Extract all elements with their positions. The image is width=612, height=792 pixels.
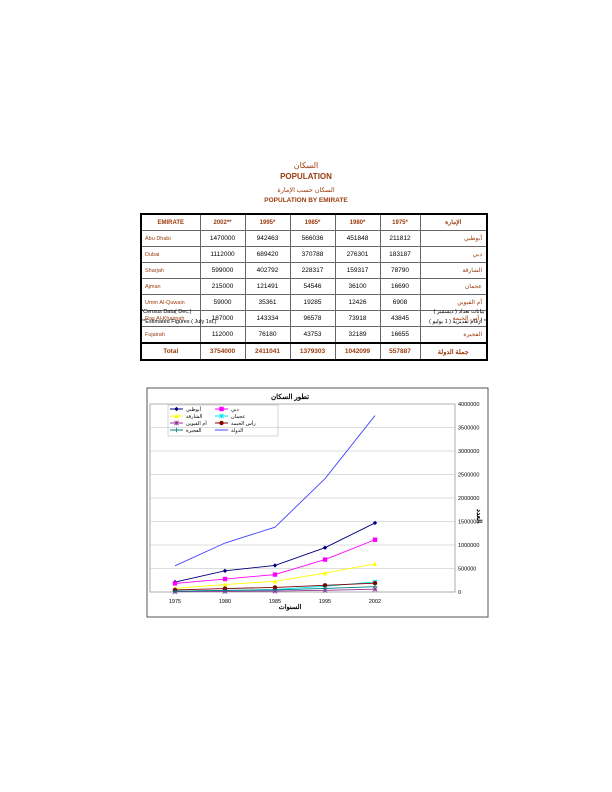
series-line [174, 415, 376, 567]
y-tick-label: 3000000 [458, 449, 479, 455]
legend-marker [219, 413, 224, 419]
table-row: Ajman 215000 121491 54546 36100 16690 عجمان [140, 278, 488, 295]
data-point [222, 568, 228, 573]
note-estimated-en: **Estimated Figures ( July 1st.) [141, 319, 217, 325]
legend-marker [174, 406, 179, 412]
y-tick-label: 1500000 [458, 520, 479, 526]
data-point [372, 586, 378, 592]
y-tick-label: 1000000 [458, 543, 479, 549]
data-point [322, 557, 328, 562]
x-axis-label: السنوات [279, 603, 302, 611]
data-point [272, 585, 278, 590]
legend-marker [174, 413, 179, 419]
emirate-name-ar: رأس الخيمة [419, 310, 488, 327]
legend-label: رأس الخيمة [231, 420, 256, 427]
x-tick-label: 2002 [369, 599, 381, 605]
legend-label: دبي [231, 407, 239, 413]
data-point [222, 588, 228, 593]
chart-title: تطور السكان [271, 393, 309, 401]
title-ar: السكان [293, 161, 319, 170]
note-estimated-ar: ** أرقام تقديرية ( 1 يوليو ) [429, 319, 488, 325]
legend-label: أبوظبي [186, 406, 202, 413]
population-cell: 2411041 [244, 342, 291, 361]
legend-label: عجمان [231, 414, 245, 420]
legend-marker [174, 420, 179, 426]
population-cell: 143334 [244, 310, 291, 327]
y-tick-label: 2000000 [458, 496, 479, 502]
x-tick-label: 1995 [319, 599, 331, 605]
total-row: Total 3754000 2411041 1379303 1042099 557887 ج… [140, 342, 488, 361]
x-tick-label: 1980 [219, 599, 231, 605]
data-point [222, 576, 228, 582]
legend-box [167, 404, 279, 437]
legend-label: الدولة [231, 428, 243, 434]
title-en: POPULATION [280, 172, 332, 181]
legend-label: الفجيرة [186, 428, 202, 434]
data-point [172, 581, 178, 586]
emirate-name-ar: جملة الدولة [419, 342, 488, 361]
population-cell: 3754000 [199, 342, 246, 361]
data-point [272, 579, 278, 584]
y-tick-label: 4000000 [458, 402, 479, 408]
legend-label: الشارقة [186, 414, 202, 420]
legend-marker [219, 406, 224, 412]
table-row: Fujairah 112000 76180 43753 32189 16655 الفجير… [140, 326, 488, 344]
data-point [372, 561, 378, 567]
y-tick-label: 2500000 [458, 473, 479, 479]
data-point [222, 582, 228, 587]
data-point [272, 587, 278, 593]
data-point [372, 581, 378, 586]
data-point [372, 520, 378, 526]
y-tick-label: 500000 [458, 567, 476, 573]
legend-marker [219, 420, 224, 426]
data-point [372, 584, 378, 589]
population-cell: 1042099 [334, 342, 381, 361]
y-tick-label: 3500000 [458, 426, 479, 432]
x-tick-label: 1975 [169, 599, 181, 605]
x-tick-label: 1985 [269, 599, 281, 605]
data-point [272, 572, 278, 577]
table-row: Ras Al-Khaimah 187000 143334 96578 73918 4384… [140, 310, 488, 327]
y-tick-label: 0 [458, 590, 461, 596]
table-row: Umm Al-Quwain 59000 35361 19285 12426 6908 أم … [140, 294, 488, 311]
data-point [322, 583, 328, 588]
data-point [322, 586, 328, 591]
subtitle-ar: السكان حسب الإمارة [277, 187, 335, 194]
legend-marker [174, 427, 179, 433]
data-point [322, 570, 328, 576]
data-point [322, 545, 328, 550]
note-census-en: *Census Data( Dec.) [141, 309, 192, 315]
population-table: EMIRATE 2002** 1995* 1985* 1980* 1975* الإمارة… [140, 213, 488, 361]
note-census-ar: * بيانات تعداد ( ديسمبر ) [433, 309, 488, 315]
data-point [272, 563, 278, 568]
population-cell: 187000 [199, 310, 246, 327]
legend-label: أم القيوين [186, 420, 207, 427]
subtitle-en: POPULATION BY EMIRATE [264, 197, 348, 204]
data-point [172, 589, 178, 594]
y-axis-label: العدد [475, 509, 483, 523]
data-point [372, 537, 378, 542]
